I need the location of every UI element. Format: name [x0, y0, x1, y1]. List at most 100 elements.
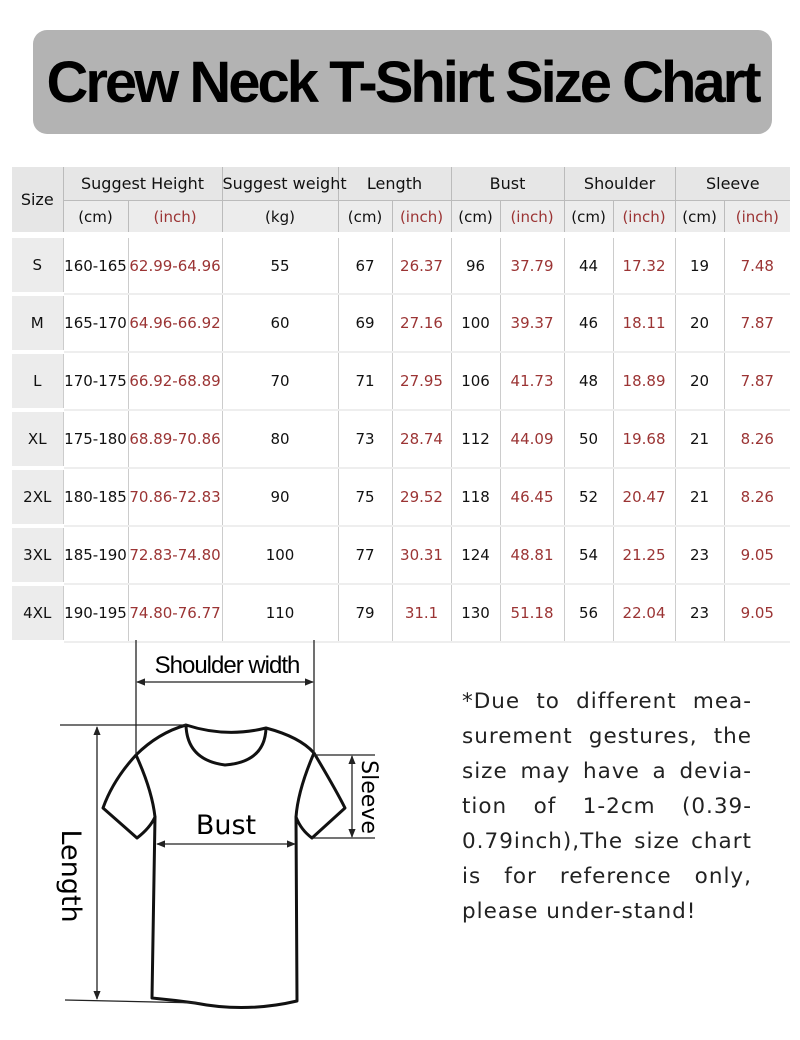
table-cell: 62.99-64.96 [127, 238, 223, 295]
table-cell: 7.87 [723, 352, 791, 411]
table-row: XL 175-180 68.89-70.86 80 73 28.74 112 44.09 50 1… [12, 410, 791, 470]
tshirt-outline [101, 723, 347, 1010]
unit-cell: (cm) [62, 200, 128, 232]
table-cell: 48 [563, 352, 614, 411]
table-cell: 170-175 [62, 352, 128, 411]
table-cell: 55 [221, 238, 339, 295]
table-cell: 31.1 [391, 584, 452, 643]
table-cell: 100 [450, 294, 501, 353]
shoulder-width-label: Shoulder width [155, 652, 300, 679]
unit-cell: (kg) [221, 200, 339, 232]
table-cell: 75 [337, 468, 393, 527]
table-cell: 27.16 [391, 294, 452, 353]
table-cell: 185-190 [62, 526, 128, 585]
table-cell: 130 [450, 584, 501, 643]
sleeve-label: Sleeve [356, 760, 381, 834]
table-cell: 66.92-68.89 [127, 352, 223, 411]
size-cell: 2XL [12, 468, 63, 528]
table-cell: 46 [563, 294, 614, 353]
table-cell: 20 [674, 352, 725, 411]
header-shoulder: Shoulder [563, 167, 676, 201]
unit-cell: (cm) [337, 200, 393, 232]
table-cell: 160-165 [62, 238, 128, 295]
table-cell: 27.95 [391, 352, 452, 411]
table-row: 3XL 185-190 72.83-74.80 100 77 30.31 124 48.81 5… [12, 526, 791, 586]
header-weight: Suggest weight [221, 167, 347, 201]
measurement-note: *Due to different mea-surement gestures,… [462, 689, 752, 924]
header-row: Size Suggest Height Suggest weight Lengt… [12, 167, 791, 232]
table-cell: 124 [450, 526, 501, 585]
table-cell: 21 [674, 410, 725, 469]
unit-cell: (inch) [612, 200, 676, 232]
table-cell: 39.37 [499, 294, 565, 353]
header-sleeve: Sleeve [674, 167, 791, 201]
size-chart-table: Size Suggest Height Suggest weight Lengt… [12, 167, 791, 644]
table-cell: 100 [221, 526, 339, 585]
size-cell: M [12, 294, 63, 354]
table-cell: 71 [337, 352, 393, 411]
unit-cell: (inch) [723, 200, 791, 232]
header-bust: Bust [450, 167, 565, 201]
size-cell: 4XL [12, 584, 63, 644]
unit-cell: (cm) [674, 200, 725, 232]
table-cell: 21.25 [612, 526, 676, 585]
page-title: Crew Neck T-Shirt Size Chart [46, 49, 761, 115]
title-banner: Crew Neck T-Shirt Size Chart [33, 30, 772, 134]
table-row: M 165-170 64.96-66.92 60 69 27.16 100 39.37 46 18… [12, 294, 791, 354]
table-cell: 8.26 [723, 468, 791, 527]
table-cell: 106 [450, 352, 501, 411]
unit-cell: (inch) [127, 200, 223, 232]
table-cell: 8.26 [723, 410, 791, 469]
table-cell: 18.11 [612, 294, 676, 353]
table-cell: 54 [563, 526, 614, 585]
bust-label: Bust [196, 810, 256, 841]
table-cell: 44 [563, 238, 614, 295]
size-cell: L [12, 352, 63, 412]
table-cell: 7.87 [723, 294, 791, 353]
table-cell: 70.86-72.83 [127, 468, 223, 527]
table-cell: 60 [221, 294, 339, 353]
unit-cell: (inch) [499, 200, 565, 232]
table-cell: 7.48 [723, 238, 791, 295]
table-cell: 28.74 [391, 410, 452, 469]
table-cell: 64.96-66.92 [127, 294, 223, 353]
table-cell: 23 [674, 584, 725, 643]
table-row: 4XL 190-195 74.80-76.77 110 79 31.1 130 51.18 56… [12, 584, 791, 644]
size-cell: S [12, 238, 63, 296]
table-cell: 190-195 [62, 584, 128, 643]
table-cell: 90 [221, 468, 339, 527]
table-cell: 19 [674, 238, 725, 295]
table-cell: 9.05 [723, 584, 791, 643]
table-cell: 44.09 [499, 410, 565, 469]
size-cell: 3XL [12, 526, 63, 586]
table-cell: 165-170 [62, 294, 128, 353]
header-size: Size [12, 167, 63, 232]
table-cell: 110 [221, 584, 339, 643]
table-cell: 22.04 [612, 584, 676, 643]
table-cell: 118 [450, 468, 501, 527]
table-cell: 18.89 [612, 352, 676, 411]
size-cell: XL [12, 410, 63, 470]
table-cell: 77 [337, 526, 393, 585]
header-length: Length [337, 167, 452, 201]
unit-cell: (cm) [563, 200, 614, 232]
table-cell: 21 [674, 468, 725, 527]
table-cell: 26.37 [391, 238, 452, 295]
table-cell: 96 [450, 238, 501, 295]
table-cell: 20.47 [612, 468, 676, 527]
table-cell: 69 [337, 294, 393, 353]
table-cell: 67 [337, 238, 393, 295]
table-cell: 70 [221, 352, 339, 411]
header-height: Suggest Height [62, 167, 223, 201]
table-cell: 20 [674, 294, 725, 353]
table-cell: 74.80-76.77 [127, 584, 223, 643]
table-cell: 79 [337, 584, 393, 643]
table-cell: 19.68 [612, 410, 676, 469]
table-cell: 52 [563, 468, 614, 527]
length-label: Length [55, 829, 86, 922]
table-cell: 56 [563, 584, 614, 643]
unit-cell: (cm) [450, 200, 501, 232]
table-cell: 51.18 [499, 584, 565, 643]
table-cell: 23 [674, 526, 725, 585]
